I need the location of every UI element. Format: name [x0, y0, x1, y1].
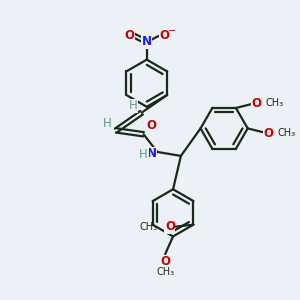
Text: CH₃: CH₃	[277, 128, 295, 138]
Text: −: −	[168, 26, 176, 36]
Text: N: N	[146, 147, 156, 161]
Text: O: O	[159, 28, 170, 42]
Text: O: O	[263, 127, 273, 140]
Text: H: H	[128, 99, 137, 112]
Text: H: H	[103, 117, 112, 130]
Text: CH₃: CH₃	[140, 222, 158, 232]
Text: O: O	[160, 256, 170, 268]
Text: CH₃: CH₃	[266, 98, 284, 108]
Text: CH₃: CH₃	[156, 267, 174, 277]
Text: O: O	[251, 97, 262, 110]
Text: H: H	[139, 148, 148, 161]
Text: O: O	[124, 28, 134, 42]
Text: O: O	[146, 119, 156, 132]
Text: N: N	[142, 35, 152, 49]
Text: O: O	[165, 220, 175, 233]
